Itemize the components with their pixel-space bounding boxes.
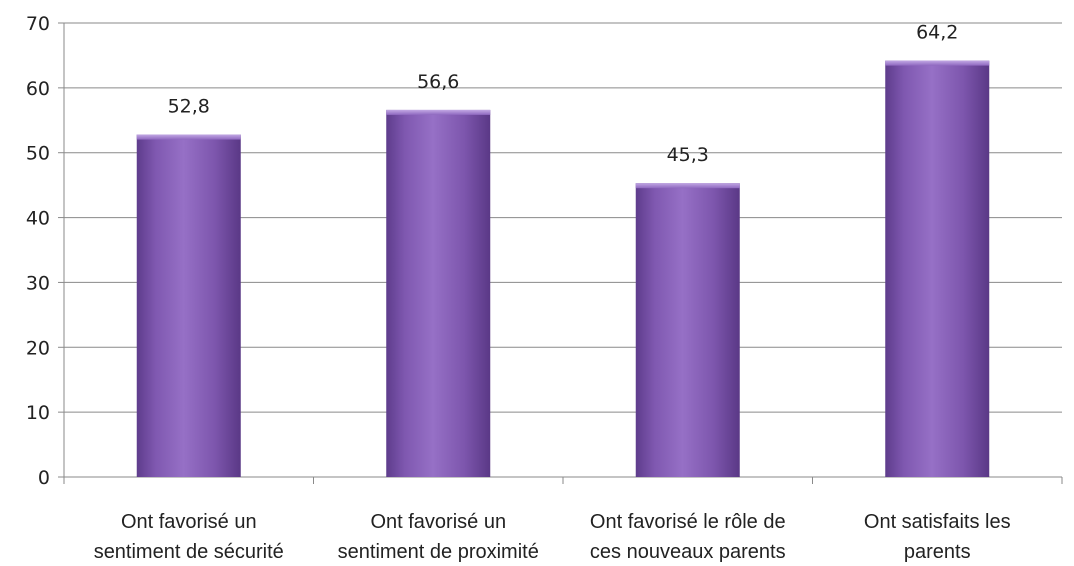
y-tick-label: 40 bbox=[26, 208, 50, 230]
category-label: ces nouveaux parents bbox=[590, 541, 786, 563]
y-tick-label: 30 bbox=[26, 272, 50, 294]
category-label: Ont favorisé un bbox=[121, 511, 257, 533]
data-label: 52,8 bbox=[168, 96, 210, 118]
bar bbox=[386, 109, 491, 477]
bar-top bbox=[635, 183, 740, 189]
y-tick-label: 0 bbox=[38, 467, 50, 489]
category-label: parents bbox=[904, 541, 971, 563]
bars bbox=[136, 60, 990, 478]
category-label: Ont favorisé le rôle de bbox=[590, 511, 786, 533]
bar-top bbox=[885, 60, 990, 66]
y-tick-label: 70 bbox=[26, 13, 50, 35]
y-tick-label: 50 bbox=[26, 143, 50, 165]
category-label: sentiment de sécurité bbox=[94, 541, 284, 563]
bar bbox=[885, 60, 990, 478]
data-label: 64,2 bbox=[916, 22, 958, 44]
data-label: 56,6 bbox=[417, 71, 459, 93]
category-label: sentiment de proximité bbox=[338, 541, 539, 563]
category-label: Ont satisfaits les bbox=[864, 511, 1011, 533]
bar bbox=[136, 134, 241, 477]
bar bbox=[635, 183, 740, 477]
labels: 52,8 Ont favorisé un sentiment de sécurité… bbox=[94, 22, 1011, 563]
bar-top bbox=[386, 109, 491, 115]
data-label: 45,3 bbox=[667, 144, 709, 166]
bar-top bbox=[136, 134, 241, 140]
category-label: Ont favorisé un bbox=[370, 511, 506, 533]
y-tick-label: 60 bbox=[26, 78, 50, 100]
y-tick-label: 20 bbox=[26, 337, 50, 359]
y-tick-label: 10 bbox=[26, 402, 50, 424]
